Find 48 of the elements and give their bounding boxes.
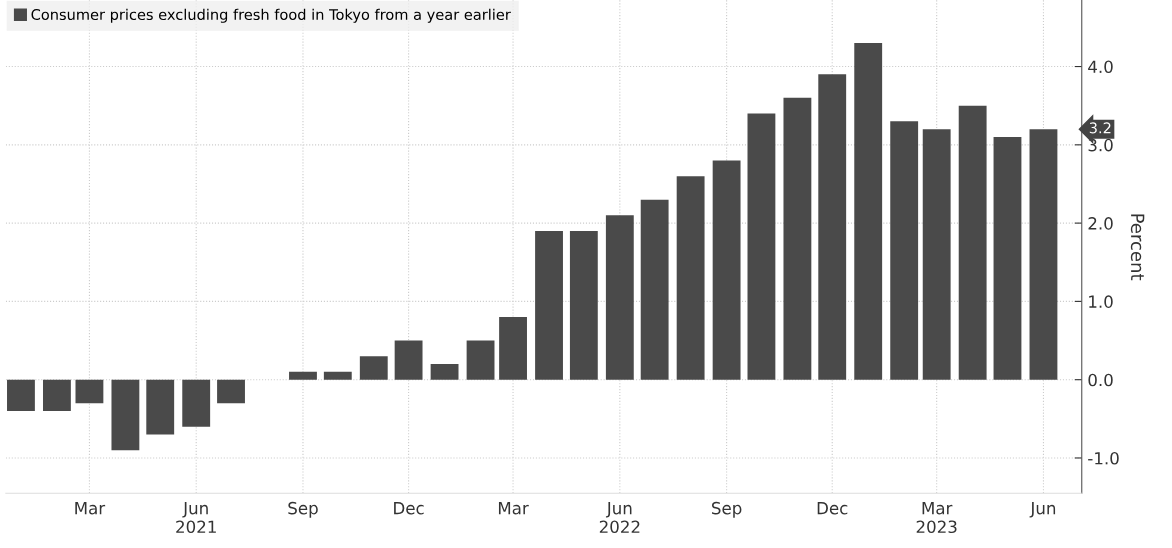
legend-label: Consumer prices excluding fresh food in Tokyo from a year earlier bbox=[31, 8, 511, 23]
bar bbox=[783, 97, 812, 380]
bar bbox=[146, 379, 175, 435]
bar bbox=[676, 176, 705, 380]
y-tick-label: 3.0 bbox=[1088, 138, 1113, 152]
bar bbox=[922, 129, 951, 380]
bar bbox=[430, 364, 459, 380]
bar bbox=[43, 379, 71, 411]
x-tick-label: Mar bbox=[498, 502, 529, 515]
bar bbox=[111, 379, 140, 451]
bar bbox=[217, 379, 245, 404]
bar bbox=[605, 215, 634, 380]
bar bbox=[7, 379, 35, 411]
x-tick-label: Jun bbox=[1029, 502, 1056, 518]
y-axis-title: Percent bbox=[1130, 214, 1145, 281]
bar bbox=[818, 74, 847, 380]
x-tick-label: Jun 2022 bbox=[599, 502, 640, 534]
x-tick-label: Sep bbox=[712, 501, 742, 518]
bar bbox=[712, 160, 741, 380]
x-tick-label: Sep bbox=[288, 501, 318, 518]
y-tick-label: -1.0 bbox=[1088, 451, 1119, 465]
bar bbox=[640, 199, 669, 380]
y-tick-label: 4.0 bbox=[1088, 60, 1113, 74]
bar bbox=[75, 379, 104, 404]
y-tick-label: 1.0 bbox=[1089, 295, 1113, 308]
bar bbox=[958, 105, 987, 380]
bar bbox=[466, 340, 495, 380]
bar bbox=[535, 230, 563, 380]
bar bbox=[854, 43, 883, 380]
x-tick-label: Jun 2021 bbox=[176, 502, 216, 534]
bar bbox=[993, 137, 1022, 380]
x-tick-label: Dec bbox=[817, 502, 848, 515]
y-tick-label: 0.0 bbox=[1088, 373, 1113, 387]
x-tick-label: Mar 2023 bbox=[916, 502, 957, 534]
y-tick-label: 2.0 bbox=[1088, 217, 1113, 230]
bar bbox=[359, 356, 388, 380]
bar bbox=[289, 371, 317, 380]
bar bbox=[499, 317, 527, 380]
bar bbox=[394, 340, 423, 380]
bar bbox=[1029, 129, 1058, 380]
bar bbox=[890, 121, 919, 380]
x-tick-label: Mar bbox=[75, 502, 106, 515]
bar bbox=[323, 371, 352, 380]
bar bbox=[747, 113, 776, 380]
text: 3.2 bbox=[1089, 122, 1111, 134]
bar bbox=[182, 379, 211, 427]
x-tick-label: Dec bbox=[394, 502, 424, 515]
bar bbox=[569, 230, 598, 380]
